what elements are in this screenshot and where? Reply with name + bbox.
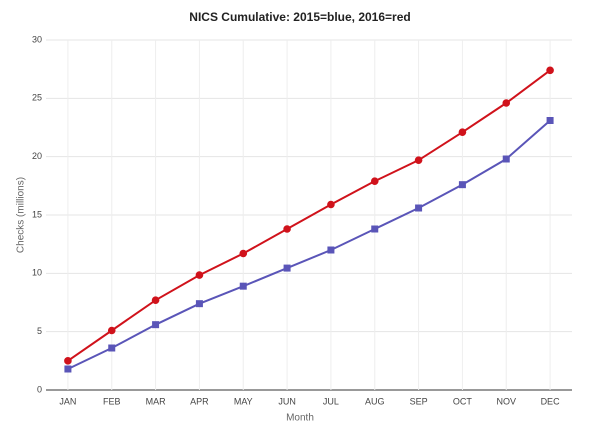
point [283,225,291,233]
point [370,177,379,185]
x-tick-label: MAR [146,396,167,406]
point [152,321,160,329]
x-tick-label: SEP [410,396,428,406]
y-tick-label: 5 [37,326,42,336]
y-axis-label: Checks (millions) [16,177,27,253]
point [458,181,466,189]
point [107,326,116,335]
x-tick-label: MAY [234,396,253,406]
x-tick-label: NOV [496,396,516,406]
point [64,357,72,365]
y-tick-label: 25 [32,93,42,103]
x-tick-label: DEC [541,396,561,406]
point [327,200,335,209]
point [415,204,423,212]
y-tick-label: 20 [32,151,42,161]
x-tick-label: FEB [103,396,121,406]
point [371,225,379,233]
x-tick-label: OCT [453,396,473,406]
y-tick-label: 15 [32,209,42,219]
x-tick-label: JUL [323,396,339,406]
x-axis-label: Month [286,413,314,424]
point [239,282,247,290]
x-tick-label: JAN [59,396,76,406]
y-tick-label: 30 [32,34,42,44]
point [546,117,554,124]
point [458,128,467,136]
point [64,365,72,373]
point [195,271,204,279]
point [239,249,248,258]
series-line [67,119,551,370]
y-tick-label: 0 [37,384,42,394]
x-tick-label: JUN [278,396,296,406]
y-tick-label: 10 [32,268,42,278]
point [195,300,203,308]
chart-title: NICS Cumulative: 2015=blue, 2016=red [189,10,410,24]
x-tick-label: AUG [365,396,385,406]
point [502,155,510,163]
point [502,99,511,107]
point [546,66,554,75]
point [283,264,291,272]
point [327,246,335,254]
point [414,156,423,164]
x-tick-label: APR [190,396,209,406]
point [151,296,160,304]
series-line [67,69,551,362]
point [108,344,116,352]
